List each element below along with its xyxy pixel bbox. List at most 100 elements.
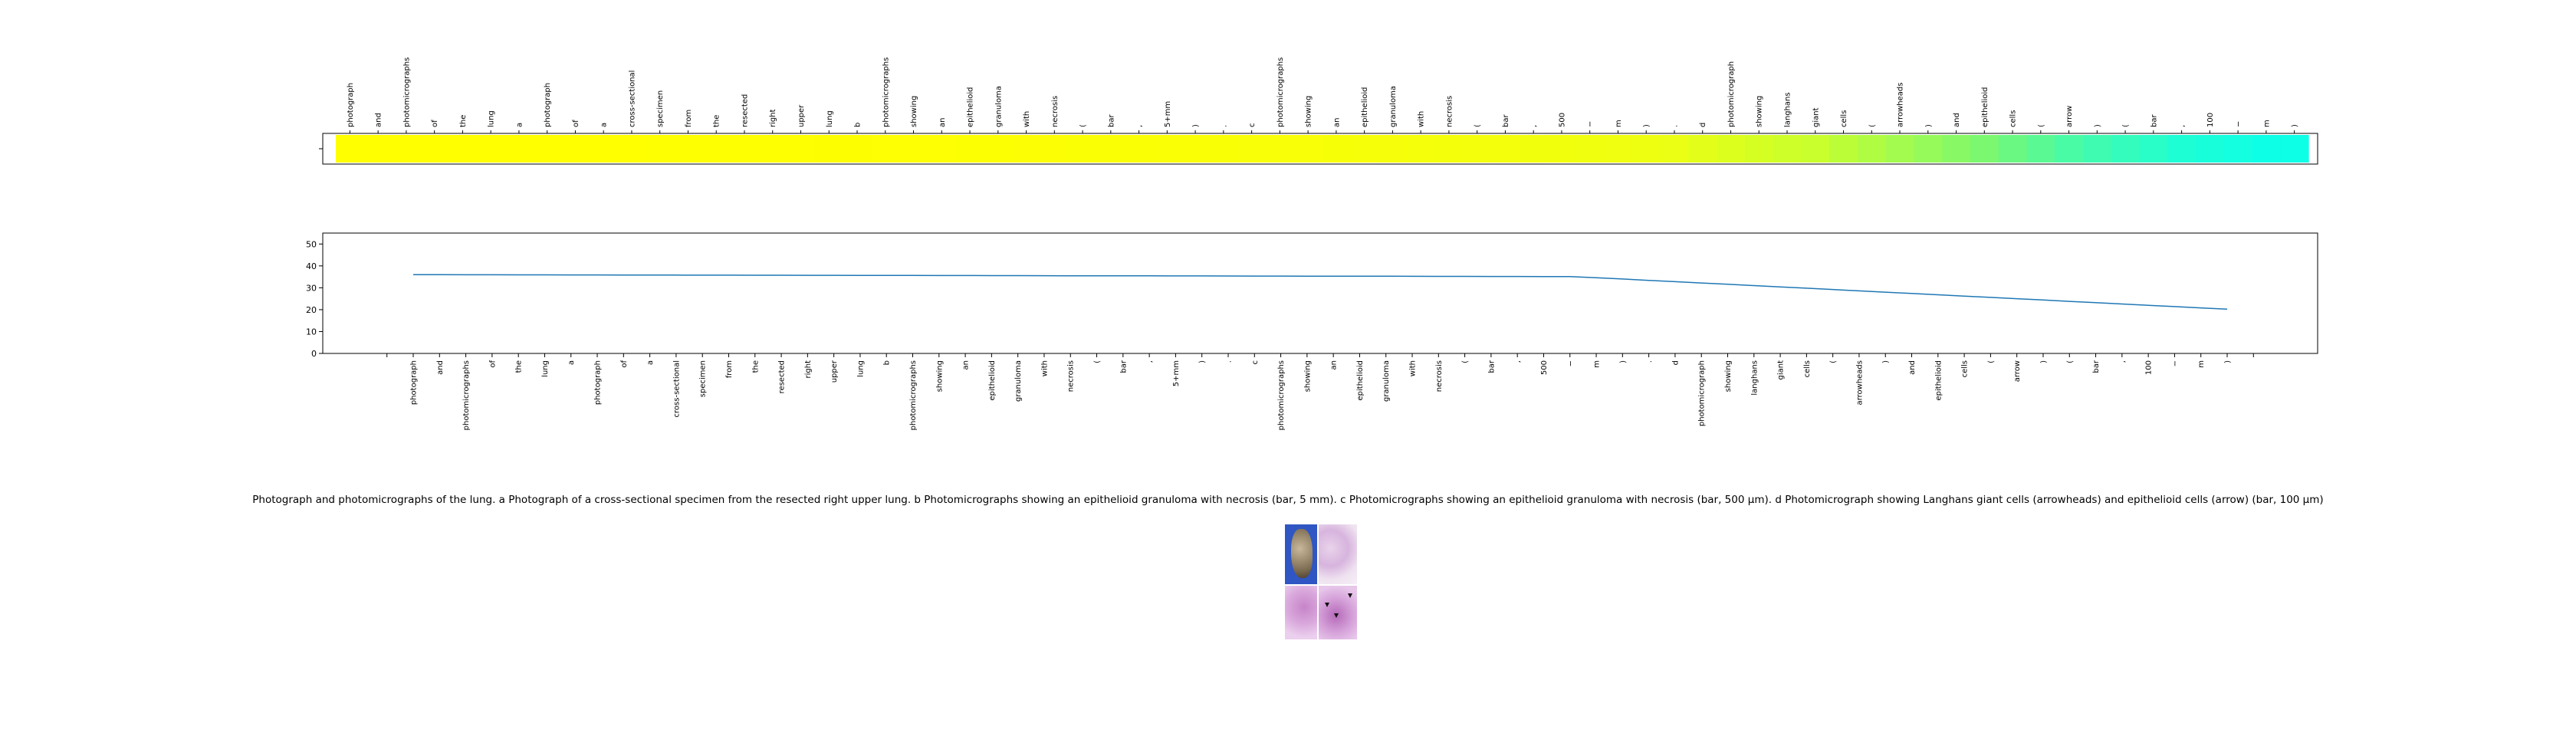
line-xtick-label: granuloma	[1382, 360, 1391, 402]
line-xtick-label: photograph	[410, 360, 419, 405]
line-xtick-label: arrow	[2013, 360, 2022, 382]
line-xtick-label: 500	[1540, 360, 1549, 375]
heatmap-cell	[1068, 135, 1098, 163]
heatmap-cell	[2280, 135, 2309, 163]
heatmap-xtick-label: (	[2037, 124, 2045, 127]
heatmap-cell	[1801, 135, 1830, 163]
heatmap-cell	[1631, 135, 1661, 163]
line-xtick-label: upper	[830, 360, 839, 383]
heatmap-xtick-label: b	[854, 123, 863, 127]
heatmap-cell	[1519, 135, 1549, 163]
line-xtick-label: lung	[856, 360, 865, 377]
line-xtick-label: )	[1882, 360, 1891, 363]
heatmap-cell	[1463, 135, 1492, 163]
heatmap-xtick-label: showing	[1756, 96, 1764, 127]
heatmap-xtick-label: showing	[910, 96, 918, 127]
heatmap-xtick-label: epithelioid	[967, 87, 975, 128]
heatmap-xtick-label: c	[1248, 123, 1257, 128]
heatmap-xtick-label: from	[685, 110, 693, 127]
line-xtick-label: and	[1908, 360, 1917, 375]
line-xtick-label: −	[1566, 360, 1575, 366]
line-xtick-label: (	[2066, 360, 2075, 363]
panel-c-micrograph	[1285, 586, 1317, 639]
line-xtick-label: necrosis	[1435, 360, 1444, 392]
heatmap-xtick-label: photomicrographs	[882, 58, 890, 127]
heatmap-xtick-label: bar	[2150, 114, 2158, 127]
heatmap-xtick-label: resected	[741, 94, 749, 127]
heatmap-xtick-label: an	[938, 118, 947, 127]
heatmap-cell	[1829, 135, 1858, 163]
line-xtick-label: the	[751, 360, 760, 373]
heatmap-xtick-label: of	[572, 120, 580, 127]
line-xtick-label: (	[1829, 360, 1838, 363]
heatmap-cell	[1942, 135, 1971, 163]
line-xtick-label: langhans	[1750, 360, 1759, 396]
heatmap-xtick-label: cells	[2009, 110, 2018, 127]
heatmap-xtick-label: d	[1699, 123, 1707, 127]
line-xtick-label: bar	[1119, 360, 1128, 373]
line-ytick-label: 20	[306, 305, 317, 315]
heatmap-cell	[2223, 135, 2253, 163]
heatmap-cell	[2026, 135, 2055, 163]
heatmap-cell	[899, 135, 928, 163]
line-xtick-label: a	[646, 360, 655, 365]
line-xtick-label: showing	[1303, 360, 1312, 392]
heatmap-xtick-label: .	[1220, 125, 1228, 127]
heatmap-xtick-label: lung	[488, 110, 496, 127]
heatmap-cell	[589, 135, 619, 163]
line-xtick-label: −	[2171, 360, 2180, 366]
heatmap-xtick-label: granuloma	[994, 86, 1003, 127]
heatmap-xtick-label: (	[1868, 124, 1877, 127]
heatmap-cell	[1350, 135, 1379, 163]
line-xtick-label: )	[2224, 360, 2233, 363]
line-ytick-label: 30	[306, 283, 317, 293]
line-xtick-label: (	[1093, 360, 1102, 363]
line-xtick-label: epithelioid	[988, 360, 997, 401]
figure-caption: Photograph and photomicrographs of the l…	[252, 494, 2324, 506]
line-xtick-label: bar	[1487, 360, 1496, 373]
line-xtick-label: bar	[2092, 360, 2101, 373]
line-xtick-label: c	[1251, 360, 1260, 365]
line-xtick-label: right	[804, 360, 813, 379]
heatmap-cell	[674, 135, 703, 163]
line-xtick-label: photomicrographs	[462, 360, 471, 430]
heatmap-xtick-label: langhans	[1783, 92, 1792, 127]
heatmap-cell	[1237, 135, 1267, 163]
heatmap-cell	[533, 135, 562, 163]
heatmap-cell	[2195, 135, 2225, 163]
heatmap-cell	[1604, 135, 1633, 163]
heatmap-cell	[1040, 135, 1070, 163]
heatmap-cell	[2082, 135, 2112, 163]
heatmap-cell	[561, 135, 590, 163]
line-xtick-label: specimen	[699, 360, 708, 397]
line-xtick-label: epithelioid	[1934, 360, 1943, 401]
heatmap-cell	[1378, 135, 1408, 163]
heatmap-xtick-label: specimen	[656, 90, 665, 127]
heatmap-cell	[1265, 135, 1295, 163]
line-xtick-label: )	[2039, 360, 2048, 363]
heatmap-cell	[1970, 135, 1999, 163]
heatmap-cell	[2167, 135, 2196, 163]
panel-d-micrograph	[1319, 586, 1357, 639]
heatmap-xtick-label: cells	[1840, 110, 1848, 127]
heatmap-cell	[336, 135, 365, 163]
heatmap-cell	[1434, 135, 1464, 163]
line-xtick-label: (	[1987, 360, 1996, 363]
heatmap-cell	[1773, 135, 1802, 163]
heatmap-cell	[2139, 135, 2168, 163]
line-xtick-label: d	[1671, 360, 1680, 365]
heatmap-cell	[1293, 135, 1323, 163]
heatmap-xtick-label: (	[1474, 124, 1482, 127]
heatmap-xtick-label: showing	[1305, 96, 1313, 127]
heatmap-cell	[730, 135, 759, 163]
heatmap-cell	[1576, 135, 1605, 163]
line-xtick-label: resected	[778, 360, 787, 393]
heatmap-cell	[1322, 135, 1351, 163]
lung-specimen	[1291, 529, 1313, 578]
heatmap-xtick-label: necrosis	[1051, 96, 1060, 127]
line-xtick-label: granuloma	[1014, 360, 1023, 402]
heatmap-cell	[1744, 135, 1774, 163]
heatmap-xtick-label: ,	[1530, 125, 1539, 127]
heatmap-cell	[1152, 135, 1182, 163]
